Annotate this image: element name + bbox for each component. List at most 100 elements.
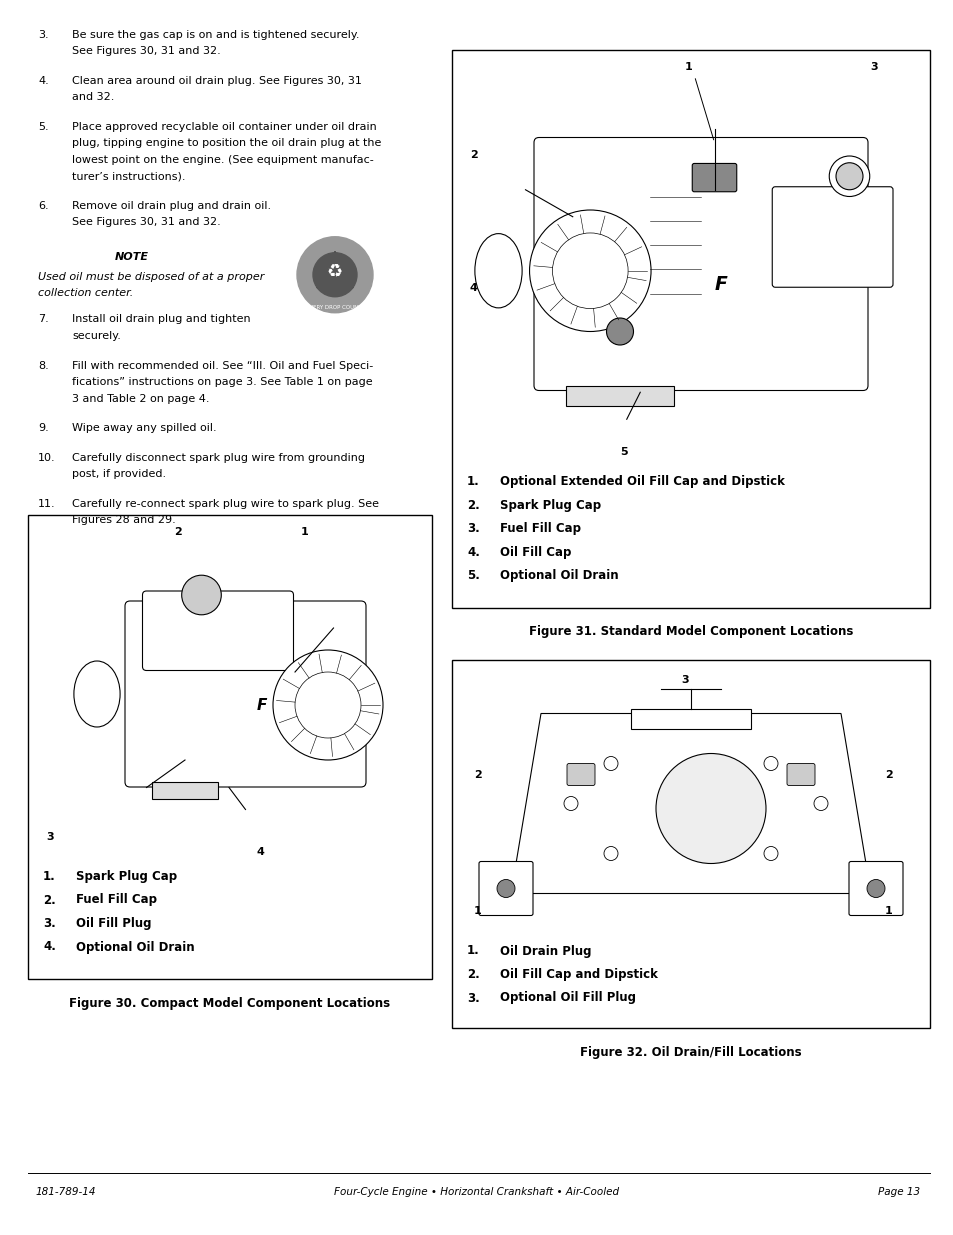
Text: 1: 1 bbox=[300, 527, 308, 537]
Text: 3: 3 bbox=[46, 832, 53, 842]
Circle shape bbox=[273, 650, 382, 760]
Circle shape bbox=[296, 237, 373, 312]
Text: 4: 4 bbox=[256, 847, 264, 857]
FancyBboxPatch shape bbox=[692, 163, 736, 191]
FancyBboxPatch shape bbox=[478, 862, 533, 915]
Text: 2.: 2. bbox=[467, 968, 479, 981]
Circle shape bbox=[813, 797, 827, 810]
Text: 3.: 3. bbox=[467, 522, 479, 535]
Text: lowest point on the engine. (See equipment manufac-: lowest point on the engine. (See equipme… bbox=[71, 156, 374, 165]
Text: Optional Extended Oil Fill Cap and Dipstick: Optional Extended Oil Fill Cap and Dipst… bbox=[499, 475, 784, 488]
Text: Figure 31. Standard Model Component Locations: Figure 31. Standard Model Component Loca… bbox=[528, 625, 852, 638]
FancyBboxPatch shape bbox=[125, 601, 366, 787]
Circle shape bbox=[313, 253, 356, 296]
Text: 9.: 9. bbox=[38, 424, 49, 433]
Text: Clean area around oil drain plug. See Figures 30, 31: Clean area around oil drain plug. See Fi… bbox=[71, 77, 361, 86]
Text: EVERY DROP COUNTS: EVERY DROP COUNTS bbox=[305, 305, 364, 310]
Text: 1: 1 bbox=[684, 62, 692, 72]
Text: Page 13: Page 13 bbox=[877, 1187, 919, 1197]
Text: Figure 32. Oil Drain/Fill Locations: Figure 32. Oil Drain/Fill Locations bbox=[579, 1046, 801, 1058]
FancyBboxPatch shape bbox=[142, 592, 294, 671]
Text: 2: 2 bbox=[474, 771, 481, 781]
Text: ♻: ♻ bbox=[327, 264, 343, 282]
Text: 5.: 5. bbox=[467, 569, 479, 582]
Text: 4.: 4. bbox=[38, 77, 49, 86]
Text: Spark Plug Cap: Spark Plug Cap bbox=[76, 869, 177, 883]
Text: Oil Fill Plug: Oil Fill Plug bbox=[76, 918, 152, 930]
Text: F: F bbox=[714, 274, 727, 294]
Text: Oil Fill Cap and Dipstick: Oil Fill Cap and Dipstick bbox=[499, 968, 658, 981]
Text: 3.: 3. bbox=[43, 918, 55, 930]
Text: plug, tipping engine to position the oil drain plug at the: plug, tipping engine to position the oil… bbox=[71, 138, 381, 148]
Text: F: F bbox=[256, 698, 267, 713]
Bar bbox=[630, 709, 750, 729]
Text: Install oil drain plug and tighten: Install oil drain plug and tighten bbox=[71, 315, 251, 325]
FancyBboxPatch shape bbox=[848, 862, 902, 915]
Text: 7.: 7. bbox=[38, 315, 49, 325]
Text: Fuel Fill Cap: Fuel Fill Cap bbox=[499, 522, 580, 535]
FancyBboxPatch shape bbox=[786, 763, 814, 785]
Text: 5.: 5. bbox=[38, 122, 49, 132]
Text: 2: 2 bbox=[884, 771, 892, 781]
Text: 1.: 1. bbox=[467, 475, 479, 488]
Text: Four-Cycle Engine • Horizontal Crankshaft • Air-Cooled: Four-Cycle Engine • Horizontal Crankshaf… bbox=[335, 1187, 618, 1197]
Text: Used oil must be disposed of at a proper: Used oil must be disposed of at a proper bbox=[38, 272, 264, 282]
Text: and 32.: and 32. bbox=[71, 93, 114, 103]
FancyBboxPatch shape bbox=[534, 137, 867, 390]
Text: 4.: 4. bbox=[43, 941, 56, 953]
Text: Optional Oil Fill Plug: Optional Oil Fill Plug bbox=[499, 992, 636, 1004]
Bar bbox=[565, 385, 673, 406]
Polygon shape bbox=[316, 252, 353, 288]
Circle shape bbox=[656, 753, 765, 863]
Text: Figure 30. Compact Model Component Locations: Figure 30. Compact Model Component Locat… bbox=[70, 997, 390, 1010]
Ellipse shape bbox=[73, 661, 120, 727]
Text: Oil Fill Cap: Oil Fill Cap bbox=[499, 546, 571, 558]
Text: Carefully disconnect spark plug wire from grounding: Carefully disconnect spark plug wire fro… bbox=[71, 452, 365, 462]
Text: Spark Plug Cap: Spark Plug Cap bbox=[499, 499, 600, 511]
Circle shape bbox=[552, 233, 627, 309]
Text: Fuel Fill Cap: Fuel Fill Cap bbox=[76, 893, 157, 906]
Circle shape bbox=[606, 317, 633, 345]
Text: Optional Oil Drain: Optional Oil Drain bbox=[76, 941, 194, 953]
Text: Wipe away any spilled oil.: Wipe away any spilled oil. bbox=[71, 424, 216, 433]
Text: post, if provided.: post, if provided. bbox=[71, 469, 166, 479]
Text: 10.: 10. bbox=[38, 452, 55, 462]
Ellipse shape bbox=[475, 233, 521, 308]
Circle shape bbox=[603, 757, 618, 771]
FancyBboxPatch shape bbox=[771, 186, 892, 288]
Text: Be sure the gas cap is on and is tightened securely.: Be sure the gas cap is on and is tighten… bbox=[71, 30, 359, 40]
Circle shape bbox=[835, 163, 862, 190]
Text: fications” instructions on page 3. See Table 1 on page: fications” instructions on page 3. See T… bbox=[71, 377, 373, 387]
Text: Remove oil drain plug and drain oil.: Remove oil drain plug and drain oil. bbox=[71, 201, 271, 211]
Text: Optional Oil Drain: Optional Oil Drain bbox=[499, 569, 618, 582]
Text: 1.: 1. bbox=[467, 945, 479, 957]
Text: 181-789-14: 181-789-14 bbox=[35, 1187, 95, 1197]
Text: 3.: 3. bbox=[38, 30, 49, 40]
FancyBboxPatch shape bbox=[566, 763, 595, 785]
Text: 2: 2 bbox=[173, 527, 182, 537]
Text: 2: 2 bbox=[470, 149, 477, 161]
Bar bbox=[452, 49, 929, 608]
Text: 4: 4 bbox=[470, 283, 477, 293]
Bar bbox=[152, 782, 218, 799]
Text: 4.: 4. bbox=[467, 546, 479, 558]
Circle shape bbox=[763, 846, 778, 861]
Text: 2.: 2. bbox=[43, 893, 55, 906]
Text: Carefully re-connect spark plug wire to spark plug. See: Carefully re-connect spark plug wire to … bbox=[71, 499, 378, 509]
Text: 2.: 2. bbox=[467, 499, 479, 511]
Text: turer’s instructions).: turer’s instructions). bbox=[71, 172, 185, 182]
Text: 3: 3 bbox=[869, 62, 877, 72]
Text: See Figures 30, 31 and 32.: See Figures 30, 31 and 32. bbox=[71, 47, 220, 57]
Text: 6.: 6. bbox=[38, 201, 49, 211]
Text: 1: 1 bbox=[474, 906, 481, 916]
Circle shape bbox=[563, 797, 578, 810]
Text: 11.: 11. bbox=[38, 499, 55, 509]
Text: securely.: securely. bbox=[71, 331, 121, 341]
Text: See Figures 30, 31 and 32.: See Figures 30, 31 and 32. bbox=[71, 217, 220, 227]
Circle shape bbox=[497, 879, 515, 898]
Bar bbox=[28, 515, 432, 979]
Circle shape bbox=[603, 846, 618, 861]
Polygon shape bbox=[511, 714, 870, 893]
Text: collection center.: collection center. bbox=[38, 288, 133, 298]
Text: 1: 1 bbox=[884, 906, 892, 916]
